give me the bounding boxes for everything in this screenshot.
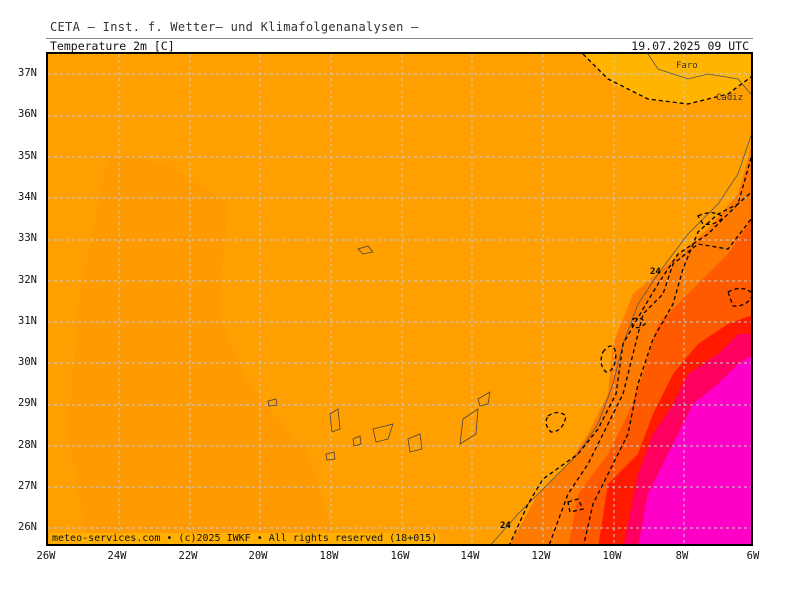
lon-tick: 18W	[319, 550, 339, 562]
iberia-coastline	[647, 54, 751, 95]
contour-label: 24	[650, 267, 661, 277]
lat-tick: 26N	[18, 521, 37, 533]
lat-tick: 33N	[18, 232, 37, 244]
lon-tick: 10W	[602, 550, 622, 562]
hottest-band	[638, 356, 751, 544]
lon-tick: 12W	[531, 550, 551, 562]
lon-tick: 6W	[746, 550, 760, 562]
place-cadiz: Cadiz	[716, 93, 744, 103]
graticule	[48, 54, 751, 544]
lat-tick: 36N	[18, 108, 37, 120]
contour-label: 24	[500, 521, 511, 531]
lat-tick: 32N	[18, 274, 37, 286]
light-patch	[583, 54, 751, 104]
lat-tick: 37N	[18, 67, 37, 79]
lon-tick: 22W	[178, 550, 198, 562]
header-bar: Temperature_2m_[C] 19.07.2025 09 UTC	[46, 38, 753, 53]
lon-tick: 16W	[390, 550, 410, 562]
lon-tick: 24W	[107, 550, 127, 562]
lat-tick: 28N	[18, 439, 37, 451]
lat-tick: 35N	[18, 150, 37, 162]
map-svg	[48, 54, 751, 544]
lat-tick: 31N	[18, 315, 37, 327]
lon-tick: 20W	[248, 550, 268, 562]
copyright-footer: meteo-services.com • (c)2025 IWKF • All …	[50, 533, 440, 544]
lon-tick: 14W	[460, 550, 480, 562]
variable-label: Temperature_2m_[C]	[50, 39, 175, 53]
lat-tick: 30N	[18, 356, 37, 368]
lat-tick: 34N	[18, 191, 37, 203]
map-title: CETA — Inst. f. Wetter— und Klimafolgena…	[50, 20, 419, 34]
lat-tick: 27N	[18, 480, 37, 492]
datetime-label: 19.07.2025 09 UTC	[631, 39, 749, 53]
lon-tick: 26W	[36, 550, 56, 562]
lon-tick: 8W	[675, 550, 689, 562]
islands	[267, 245, 491, 461]
isotherm-contours	[509, 54, 751, 544]
place-faro: Faro	[676, 61, 698, 71]
temperature-map: Faro Cadiz 24 24 meteo-services.com • (c…	[46, 52, 753, 546]
lat-tick: 29N	[18, 397, 37, 409]
cooler-patch	[68, 154, 337, 544]
